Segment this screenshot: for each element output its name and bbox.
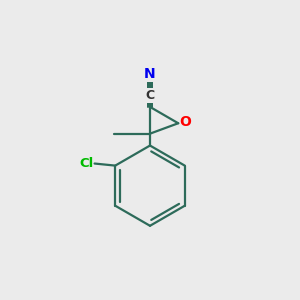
Text: O: O (179, 115, 191, 129)
Text: Cl: Cl (79, 157, 93, 170)
Text: N: N (144, 67, 156, 81)
Text: C: C (146, 89, 154, 102)
